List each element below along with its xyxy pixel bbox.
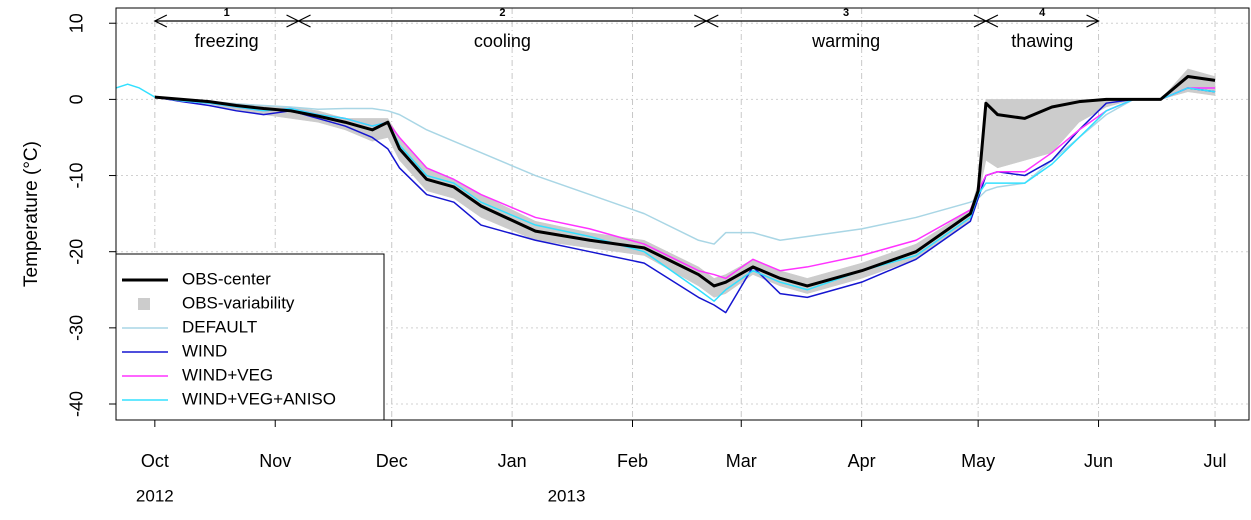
year-label: 2012 xyxy=(136,486,174,505)
plot-frame xyxy=(115,7,1250,421)
period-label: freezing xyxy=(195,31,259,51)
period-label: warming xyxy=(811,31,880,51)
y-tick-label: -40 xyxy=(67,391,87,417)
legend-label: OBS-center xyxy=(182,269,271,288)
legend-label: WIND+VEG xyxy=(182,365,273,384)
y-tick-label: -10 xyxy=(67,163,87,189)
x-tick-label: May xyxy=(961,451,995,471)
x-tick-label: Jul xyxy=(1204,451,1227,471)
legend-box xyxy=(115,253,385,421)
legend-label: DEFAULT xyxy=(182,317,257,336)
legend-label: WIND+VEG+ANISO xyxy=(182,389,336,408)
variability-band xyxy=(997,99,1025,169)
period-number: 2 xyxy=(499,7,505,19)
x-tick-label: Oct xyxy=(141,451,169,471)
period-number: 4 xyxy=(1039,7,1046,19)
y-tick-label: -20 xyxy=(67,239,87,265)
y-tick-label: 10 xyxy=(67,13,87,33)
x-tick-label: Jan xyxy=(498,451,527,471)
x-tick-label: Apr xyxy=(848,451,876,471)
legend-swatch xyxy=(138,298,150,310)
period-number: 3 xyxy=(843,7,849,19)
arrow-head xyxy=(984,14,1100,28)
x-tick-label: Mar xyxy=(726,451,757,471)
x-tick-label: Nov xyxy=(259,451,291,471)
variability-band xyxy=(453,178,482,218)
period-label: thawing xyxy=(1011,31,1073,51)
variability-band xyxy=(643,239,699,287)
y-tick-label: 0 xyxy=(67,94,87,104)
year-label: 2013 xyxy=(548,486,586,505)
y-axis-label: Temperature (°C) xyxy=(21,141,42,287)
series-line xyxy=(115,83,1216,302)
period-label: cooling xyxy=(474,31,531,51)
legend-label: OBS-variability xyxy=(182,293,295,312)
x-tick-label: Dec xyxy=(376,451,408,471)
series-line xyxy=(154,75,1216,288)
period-number: 1 xyxy=(224,7,230,19)
series-line xyxy=(154,87,1216,314)
x-tick-label: Jun xyxy=(1084,451,1113,471)
x-tick-label: Feb xyxy=(617,451,648,471)
legend-label: WIND xyxy=(182,341,227,360)
y-tick-label: -30 xyxy=(67,315,87,341)
